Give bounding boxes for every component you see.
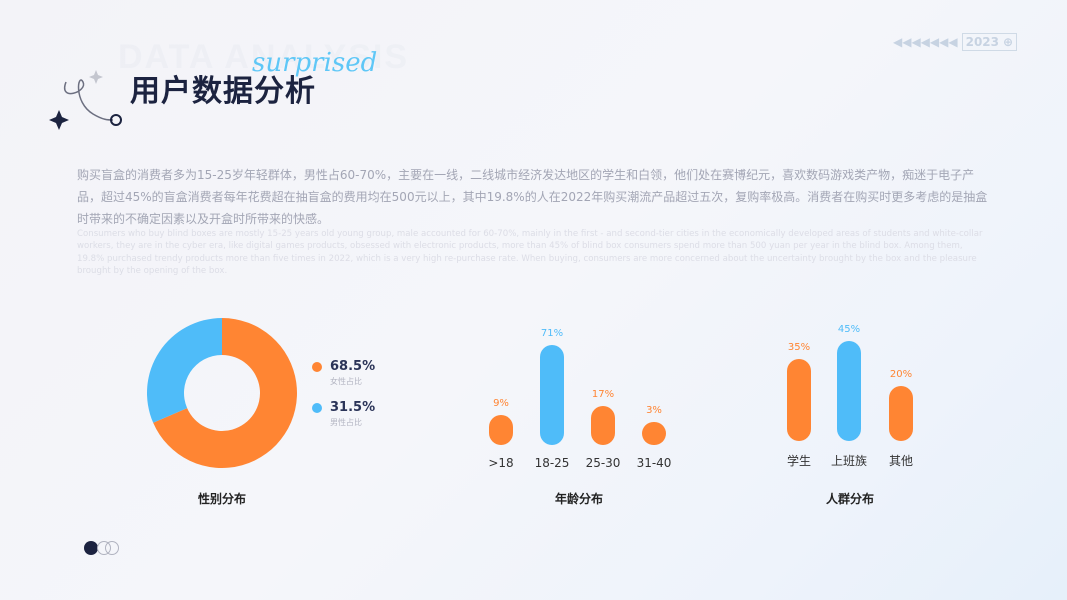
year-badge: ◀◀◀◀◀◀◀ 2023 ⊕ (893, 33, 1018, 51)
script-decoration-text: surprised (252, 48, 378, 78)
gender-legend: 68.5% 女性占比 31.5% 男性占比 (312, 359, 375, 428)
crowd-value-label: 45% (837, 324, 861, 335)
age-value-label: 17% (591, 388, 615, 400)
page-dot[interactable] (105, 541, 119, 555)
age-bar (540, 344, 564, 445)
crowd-bar (787, 359, 811, 441)
age-value-label: 3% (646, 404, 662, 416)
male-label: 男性占比 (330, 418, 362, 427)
age-chart-title: 年龄分布 (554, 492, 604, 506)
age-value-label: 71% (540, 327, 564, 339)
arrows-icon: ◀◀◀◀◀◀◀ (893, 35, 958, 49)
age-category-label: 25-30 (585, 456, 621, 470)
age-category-label: 18-25 (534, 456, 570, 470)
age-bar (489, 414, 513, 445)
crowd-category-label: 学生 (786, 454, 812, 468)
crowd-value-label: 20% (889, 369, 913, 380)
decoration-swirl-icon (49, 70, 122, 130)
donut-slice-1 (147, 318, 222, 423)
crowd-value-label: 35% (787, 342, 811, 353)
pager[interactable] (84, 541, 119, 555)
crowd-bar (837, 341, 861, 441)
page-title: 用户数据分析 (130, 74, 316, 109)
page-dot-active[interactable] (84, 541, 98, 555)
year-text: 2023 (965, 35, 1000, 49)
donut-slice-0 (153, 318, 297, 468)
male-pct: 31.5% (330, 400, 376, 415)
age-category-label: >18 (488, 456, 514, 470)
age-bar (642, 421, 666, 445)
age-bar (591, 405, 615, 445)
legend-dot-female (312, 361, 322, 372)
crowd-category-label: 其他 (888, 454, 914, 468)
description-en: Consumers who buy blind boxes are mostly… (77, 229, 983, 276)
crowd-bar (889, 386, 913, 441)
legend-dot-male (312, 402, 322, 413)
crowd-category-label: 上班族 (830, 454, 868, 468)
age-value-label: 9% (493, 397, 509, 409)
globe-icon: ⊕ (1003, 35, 1014, 49)
gender-donut-chart (147, 318, 297, 468)
gender-chart-title: 性别分布 (197, 492, 247, 506)
female-label: 女性占比 (330, 377, 362, 386)
crowd-chart-title: 人群分布 (825, 492, 875, 506)
female-pct: 68.5% (330, 359, 376, 374)
watermark-text: DATA ANALYSIS (118, 38, 410, 76)
description-cn: 购买盲盒的消费者多为15-25岁年轻群体，男性占60-70%，主要在一线，二线城… (77, 168, 988, 226)
age-category-label: 31-40 (636, 456, 672, 470)
